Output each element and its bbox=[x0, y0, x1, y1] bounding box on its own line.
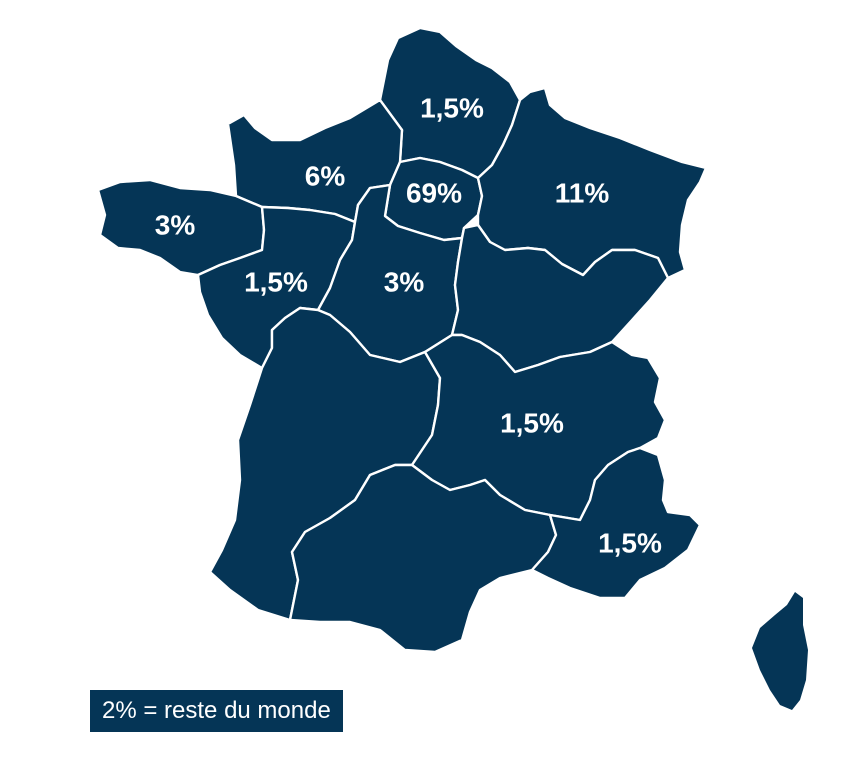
value-label-ile-de-france: 69% bbox=[406, 177, 462, 208]
value-label-grand-est: 11% bbox=[555, 177, 610, 208]
value-label-bretagne: 3% bbox=[155, 209, 196, 240]
value-label-normandie: 6% bbox=[305, 160, 346, 191]
legend-text: 2% = reste du monde bbox=[102, 697, 331, 724]
value-label-centre-val-de-loire: 3% bbox=[384, 266, 425, 297]
legend-box: 2% = reste du monde bbox=[90, 690, 343, 732]
value-label-hauts-de-france: 1,5% bbox=[420, 92, 484, 123]
region-provence-alpes-cote-d-azur bbox=[530, 446, 702, 600]
value-label-provence-alpes-cote-d-azur: 1,5% bbox=[598, 527, 662, 558]
value-label-pays-de-la-loire: 1,5% bbox=[244, 266, 308, 297]
region-corse bbox=[752, 592, 808, 710]
value-label-auvergne-rhone-alpes: 1,5% bbox=[500, 407, 564, 438]
